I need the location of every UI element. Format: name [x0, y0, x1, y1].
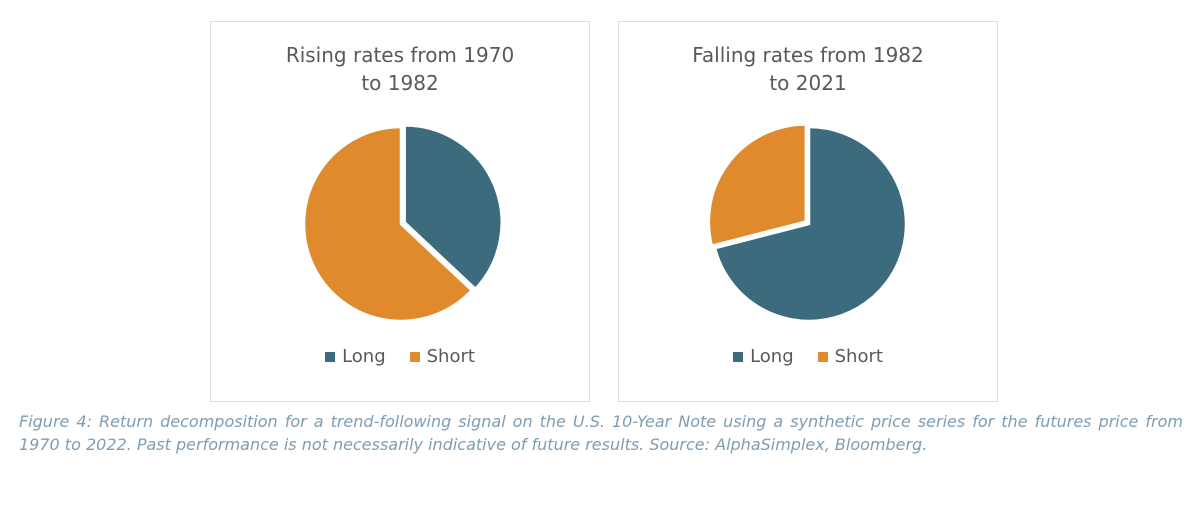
pie-chart-rising-rates [302, 124, 503, 323]
chart-panel-falling-rates: Falling rates from 1982 to 2021 Long Sho… [618, 21, 998, 402]
legend-label-short: Short [834, 346, 883, 367]
chart-title: Falling rates from 1982 to 2021 [627, 41, 989, 97]
legend-item-short: Short [817, 346, 883, 367]
pie-slice-short [302, 125, 474, 323]
legend-marker-long [325, 351, 336, 362]
chart-title-line-2: to 2021 [769, 71, 847, 95]
chart-panel-rising-rates: Rising rates from 1970 to 1982 Long Shor… [210, 21, 590, 402]
legend-marker-short [409, 351, 420, 362]
legend-marker-short [817, 351, 828, 362]
legend-label-short: Short [426, 346, 475, 367]
pie-slice-long [403, 124, 503, 291]
chart-title-line-2: to 1982 [361, 71, 439, 95]
legend-label-long: Long [750, 346, 794, 367]
legend: Long Short [211, 346, 589, 367]
legend-item-long: Long [733, 346, 794, 367]
chart-title-line-1: Falling rates from 1982 [692, 43, 924, 67]
pie-chart-falling-rates [707, 123, 908, 323]
figure-caption: Figure 4: Return decomposition for a tre… [19, 412, 1183, 454]
pie-slice-short [707, 123, 808, 248]
legend: Long Short [619, 346, 997, 367]
legend-label-long: Long [342, 346, 386, 367]
chart-title: Rising rates from 1970 to 1982 [219, 41, 581, 97]
pie-slice-long [713, 125, 908, 323]
chart-title-line-1: Rising rates from 1970 [285, 43, 515, 67]
legend-item-short: Short [409, 346, 475, 367]
legend-marker-long [733, 351, 744, 362]
legend-item-long: Long [325, 346, 386, 367]
